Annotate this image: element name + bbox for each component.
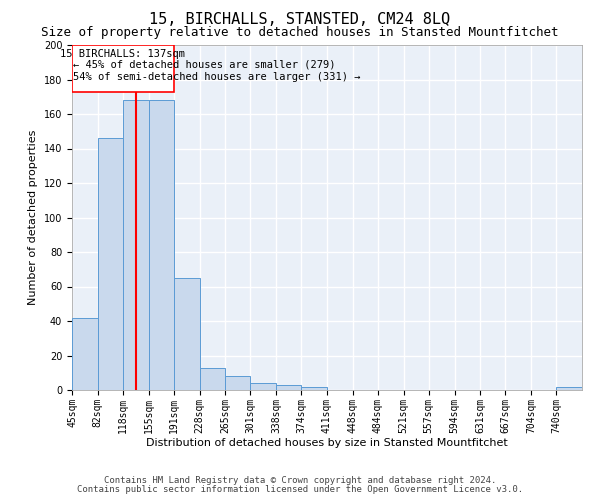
Bar [174,278,199,390]
Bar [199,368,225,390]
Y-axis label: Number of detached properties: Number of detached properties [28,130,38,305]
Text: 15, BIRCHALLS, STANSTED, CM24 8LQ: 15, BIRCHALLS, STANSTED, CM24 8LQ [149,12,451,28]
Text: ← 45% of detached houses are smaller (279): ← 45% of detached houses are smaller (27… [73,60,335,70]
Text: Contains HM Land Registry data © Crown copyright and database right 2024.: Contains HM Land Registry data © Crown c… [104,476,496,485]
Bar [556,386,582,390]
X-axis label: Distribution of detached houses by size in Stansted Mountfitchet: Distribution of detached houses by size … [146,438,508,448]
Text: Contains public sector information licensed under the Open Government Licence v3: Contains public sector information licen… [77,485,523,494]
Text: Size of property relative to detached houses in Stansted Mountfitchet: Size of property relative to detached ho… [41,26,559,39]
Text: 54% of semi-detached houses are larger (331) →: 54% of semi-detached houses are larger (… [73,72,360,82]
Bar [250,383,276,390]
Bar [225,376,250,390]
Bar [149,100,174,390]
Bar [276,385,301,390]
Bar [98,138,123,390]
Bar [301,386,327,390]
Text: 15 BIRCHALLS: 137sqm: 15 BIRCHALLS: 137sqm [61,50,185,59]
Bar [72,318,98,390]
Bar [123,100,149,390]
Bar [72,45,174,92]
